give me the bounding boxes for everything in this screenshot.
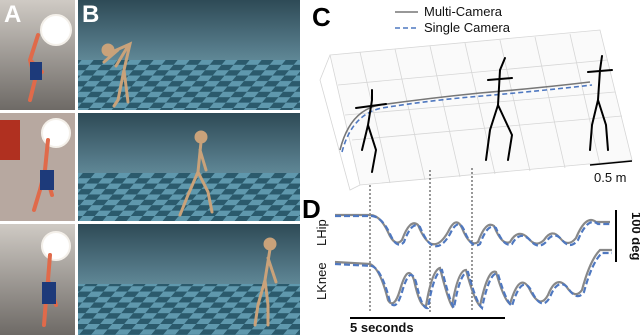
scale-label: 5 seconds bbox=[350, 320, 414, 335]
legend-label: Multi-Camera bbox=[424, 4, 503, 19]
panel-a: A bbox=[0, 0, 75, 335]
panel-c: C Multi-Camera Single Camera 0.5 m bbox=[312, 2, 633, 191]
scale-label: 100 deg bbox=[629, 212, 640, 260]
panel-label: C bbox=[312, 2, 331, 32]
trace-label: LKnee bbox=[314, 262, 329, 300]
panel-d: D LHip LKnee 100 deg 5 seconds bbox=[302, 168, 640, 335]
panel-b: B bbox=[78, 0, 300, 335]
trace-label: LHip bbox=[314, 219, 329, 246]
legend: Multi-Camera Single Camera bbox=[395, 4, 511, 35]
scale-label: 0.5 m bbox=[594, 170, 627, 185]
panel-label: A bbox=[4, 1, 21, 28]
panel-label: B bbox=[82, 1, 99, 28]
panel-label: D bbox=[302, 194, 321, 224]
legend-label: Single Camera bbox=[424, 20, 511, 35]
